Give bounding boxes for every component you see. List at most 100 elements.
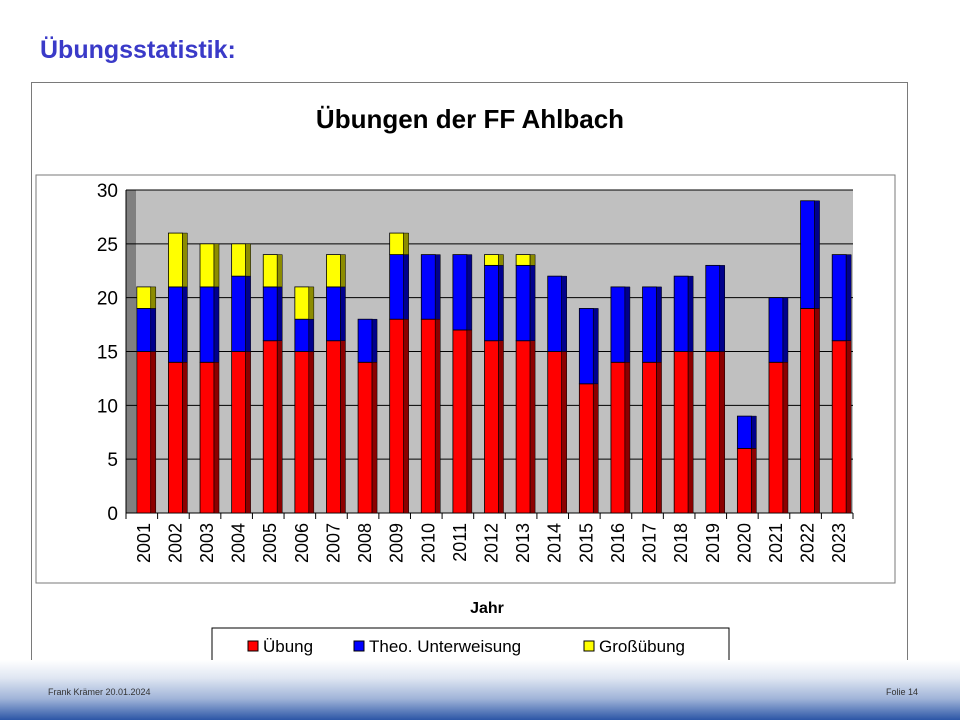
x-tick-label-2020: 2020 [734, 523, 754, 563]
bar-side-2014-s1 [561, 275, 567, 352]
slide-title: Übungsstatistik: [40, 36, 236, 64]
bar-side-2003-s0 [213, 362, 220, 514]
legend-label-1: Theo. Unterweisung [369, 637, 521, 656]
bar-side-2011-s0 [466, 329, 473, 514]
bar-side-2023-s0 [845, 340, 852, 514]
footer-slide-number: Folie 14 [885, 687, 918, 697]
bar-side-2016-s1 [624, 286, 631, 363]
bar-2003-s0 [199, 361, 215, 514]
x-tick-label-2007: 2007 [323, 523, 343, 563]
bar-2013-s2 [515, 254, 531, 266]
bar-side-2015-s0 [593, 383, 599, 514]
bar-2017-s1 [642, 286, 657, 363]
x-tick-label-2009: 2009 [387, 523, 407, 563]
bar-side-2006-s2 [308, 286, 315, 320]
x-tick-label-2010: 2010 [418, 523, 438, 563]
bar-2007-s1 [326, 286, 341, 342]
x-tick-label-2015: 2015 [576, 523, 596, 563]
bar-2007-s0 [326, 340, 341, 514]
bar-2004-s2 [231, 243, 247, 277]
bar-2019-s1 [705, 264, 721, 352]
bar-side-2001-s1 [150, 308, 157, 352]
x-tick-label-2002: 2002 [165, 523, 185, 563]
bar-2009-s2 [389, 232, 405, 255]
bar-side-2005-s0 [276, 340, 283, 514]
bar-2012-s1 [484, 264, 499, 342]
bar-2017-s0 [642, 361, 657, 514]
legend-label-2: Großübung [599, 637, 685, 656]
bar-2001-s1 [136, 308, 152, 352]
bar-side-2019-s0 [719, 351, 726, 514]
bar-side-2009-s1 [403, 254, 409, 320]
bar-side-2002-s0 [182, 362, 188, 514]
y-tick-label: 25 [97, 235, 118, 256]
bar-2018-s1 [673, 275, 689, 352]
bar-side-2002-s2 [182, 232, 188, 288]
y-tick-label: 5 [107, 450, 118, 471]
bar-side-2015-s1 [593, 308, 599, 385]
chart-title: Übungen der FF Ahlbach [316, 104, 624, 134]
x-tick-label-2011: 2011 [450, 523, 470, 562]
bar-2014-s0 [547, 351, 563, 514]
x-tick-label-2001: 2001 [134, 523, 154, 563]
bar-2005-s2 [262, 254, 278, 288]
footer-author-date: Frank Krämer 20.01.2024 [48, 687, 151, 697]
bar-2022-s0 [800, 308, 815, 514]
bar-2003-s2 [199, 243, 215, 288]
bar-side-2002-s1 [182, 286, 188, 363]
x-tick-label-2017: 2017 [640, 523, 660, 563]
bar-2009-s0 [389, 318, 405, 514]
bar-side-2008-s1 [371, 318, 378, 363]
x-tick-label-2019: 2019 [703, 523, 723, 563]
x-tick-label-2014: 2014 [545, 523, 565, 563]
bar-2010-s1 [420, 254, 436, 320]
bar-side-2013-s1 [529, 265, 536, 341]
bar-2023-s0 [831, 340, 847, 514]
bar-side-2017-s1 [656, 286, 662, 363]
bar-side-2003-s1 [213, 286, 220, 363]
bar-side-2021-s0 [782, 362, 789, 514]
bar-2001-s2 [136, 286, 152, 309]
bar-2002-s2 [168, 232, 183, 288]
bar-2001-s0 [136, 351, 152, 514]
bar-side-2012-s1 [498, 265, 504, 341]
bar-side-2016-s0 [624, 362, 631, 514]
bar-side-2012-s0 [498, 340, 504, 514]
bar-side-2004-s1 [245, 275, 251, 352]
bar-2016-s1 [610, 286, 626, 363]
bar-2005-s0 [262, 340, 278, 514]
y-tick-label: 0 [107, 504, 118, 525]
bar-side-2017-s0 [656, 362, 662, 514]
bar-2006-s2 [294, 286, 310, 320]
x-tick-label-2004: 2004 [229, 523, 249, 563]
legend-swatch-1 [353, 640, 365, 652]
x-tick-label-2018: 2018 [671, 523, 691, 563]
legend-swatch-2 [583, 640, 595, 652]
bar-side-2001-s2 [150, 286, 157, 309]
bar-side-2014-s0 [561, 351, 567, 514]
bar-2008-s1 [357, 318, 373, 363]
y-tick-label: 20 [97, 289, 118, 310]
bar-side-2010-s1 [435, 254, 441, 320]
bar-2004-s0 [231, 351, 247, 514]
bar-2007-s2 [326, 254, 341, 288]
bar-2002-s1 [168, 286, 183, 363]
y-tick-label: 15 [97, 343, 118, 364]
legend-swatch-0 [247, 640, 259, 652]
y-tick-label: 10 [97, 396, 118, 417]
bar-2008-s0 [357, 361, 373, 514]
x-tick-label-2016: 2016 [608, 523, 628, 563]
bar-side-2020-s1 [751, 415, 757, 449]
bar-2006-s1 [294, 318, 310, 352]
bar-side-2021-s1 [782, 297, 789, 363]
y-tick-label: 30 [97, 181, 118, 202]
bar-2023-s1 [831, 254, 847, 342]
bar-side-2004-s2 [245, 243, 251, 277]
bar-side-2018-s0 [687, 351, 694, 514]
bar-side-2022-s1 [814, 200, 820, 309]
bar-2014-s1 [547, 275, 563, 352]
bar-side-2009-s0 [403, 318, 409, 514]
bar-side-2004-s0 [245, 351, 251, 514]
legend-label-0: Übung [263, 637, 313, 656]
bar-2012-s0 [484, 340, 499, 514]
